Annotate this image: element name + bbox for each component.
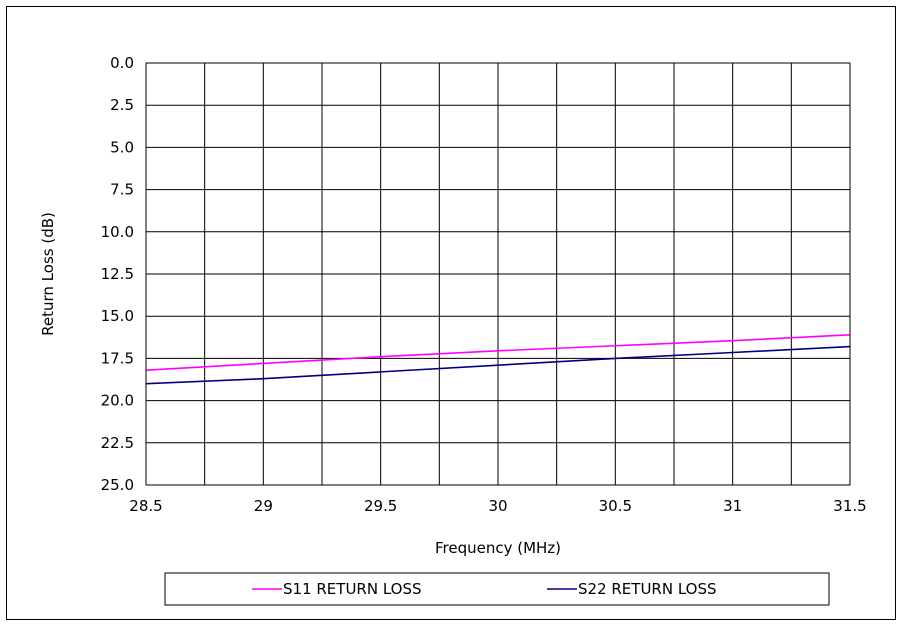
y-tick-label: 7.5: [110, 181, 134, 199]
y-tick-label: 12.5: [101, 265, 134, 283]
x-tick-label: 28.5: [129, 497, 162, 515]
y-tick-label: 10.0: [101, 223, 134, 241]
x-axis-label: Frequency (MHz): [435, 539, 561, 557]
y-tick-label: 2.5: [110, 96, 134, 114]
x-tick-label: 31: [723, 497, 742, 515]
x-tick-label: 29.5: [364, 497, 397, 515]
x-tick-label: 29: [254, 497, 273, 515]
chart-frame: 0.0 2.5 5.0 7.5 10.0 12.5 15.0 17.5 20.0 22.5 25.0…: [6, 6, 896, 620]
y-tick-label: 17.5: [101, 349, 134, 367]
x-tick-label: 30: [488, 497, 507, 515]
legend-label-s22: S22 RETURN LOSS: [578, 580, 717, 598]
y-tick-label: 0.0: [110, 54, 134, 72]
return-loss-chart: 0.0 2.5 5.0 7.5 10.0 12.5 15.0 17.5 20.0 22.5 25.0…: [39, 54, 867, 606]
series-line-s22: [145, 345, 851, 385]
y-tick-label: 22.5: [101, 434, 134, 452]
legend-label-s11: S11 RETURN LOSS: [283, 580, 422, 598]
legend: S11 RETURN LOSS S22 RETURN LOSS: [164, 572, 830, 606]
y-tick-label: 20.0: [101, 392, 134, 410]
x-tick-labels: 28.5 29 29.5 30 30.5 31 31.5: [129, 497, 866, 515]
x-tick-label: 31.5: [833, 497, 866, 515]
y-tick-label: 15.0: [101, 307, 134, 325]
y-tick-label: 25.0: [101, 476, 134, 494]
series-lines: [145, 333, 851, 385]
y-axis-label: Return Loss (dB): [39, 212, 57, 336]
y-tick-labels: 0.0 2.5 5.0 7.5 10.0 12.5 15.0 17.5 20.0 22.5 25.0: [101, 54, 134, 494]
y-tick-label: 5.0: [110, 138, 134, 156]
plot-area-border: [145, 62, 851, 486]
legend-box: [164, 572, 830, 606]
x-tick-label: 30.5: [599, 497, 632, 515]
series-line-s11: [145, 333, 851, 372]
grid: [145, 62, 851, 486]
